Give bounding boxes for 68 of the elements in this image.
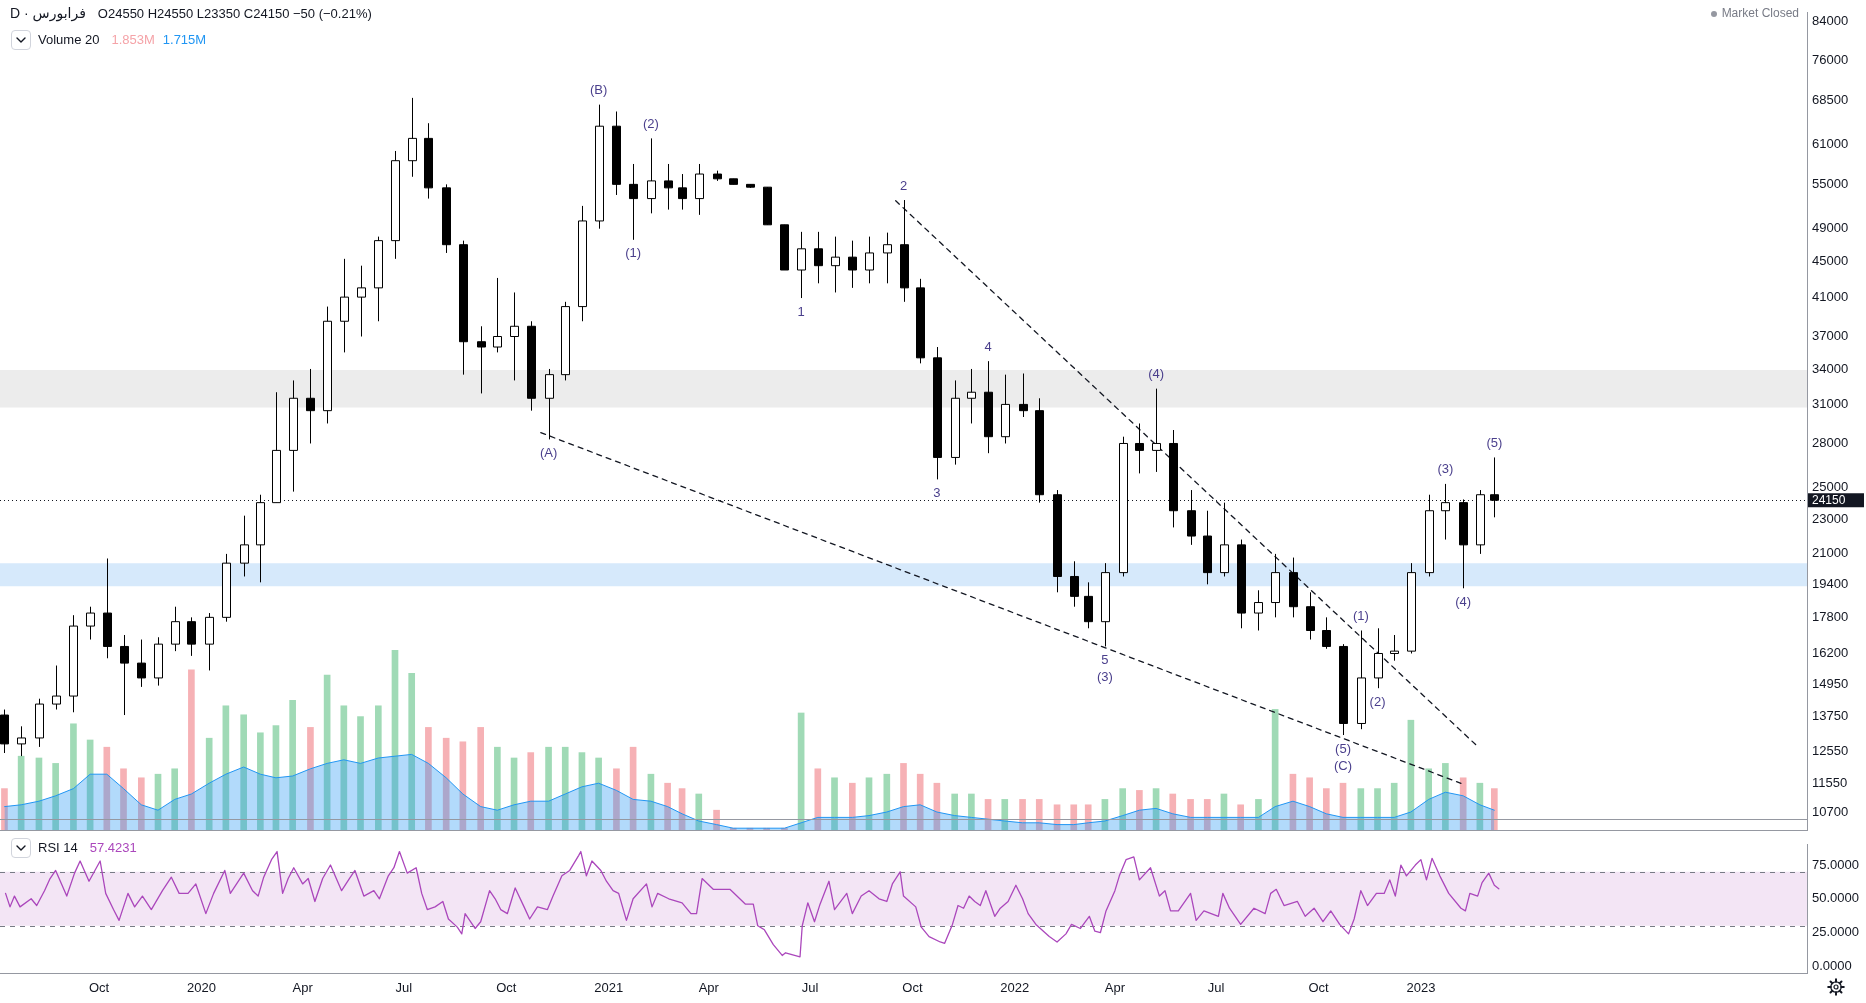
annotation: (1) bbox=[625, 245, 642, 261]
text: 1.853M bbox=[111, 31, 155, 47]
y-tick-label: 28000 bbox=[1812, 435, 1849, 451]
y-tick-label: 10700 bbox=[1812, 804, 1849, 820]
y-tick-label: 12550 bbox=[1812, 743, 1849, 759]
annotation: (4) bbox=[1455, 593, 1472, 609]
text: 1.715M bbox=[162, 31, 207, 47]
y-tick-label: 17800 bbox=[1812, 608, 1849, 624]
x-tick-label: Oct bbox=[1308, 980, 1330, 996]
annotation: (A) bbox=[539, 444, 558, 460]
annotation: (3) bbox=[1096, 669, 1113, 685]
x-tick-label: Jul bbox=[801, 980, 819, 996]
annotation: 1 bbox=[797, 303, 805, 319]
y-tick-label: 75.0000 bbox=[1812, 856, 1859, 872]
y-tick-label: 41000 bbox=[1812, 288, 1849, 304]
annotation: 3 bbox=[933, 484, 941, 500]
y-tick-label: 68500 bbox=[1812, 91, 1849, 107]
annotation: (1) bbox=[1352, 608, 1369, 624]
x-tick-label: Apr bbox=[1104, 980, 1126, 996]
annotation: (2) bbox=[1369, 693, 1386, 709]
annotation: (2) bbox=[642, 115, 659, 131]
y-tick-label: 0.0000 bbox=[1812, 957, 1852, 973]
x-tick-label: 2020 bbox=[186, 980, 216, 996]
y-tick-label: 34000 bbox=[1812, 360, 1849, 376]
x-tick-label: 2023 bbox=[1406, 980, 1436, 996]
annotation: (4) bbox=[1148, 366, 1165, 382]
y-tick-label: 37000 bbox=[1812, 328, 1849, 344]
y-tick-label: 16200 bbox=[1812, 645, 1849, 661]
y-tick-label: 31000 bbox=[1812, 396, 1849, 411]
chart-title: Volume 20 bbox=[38, 31, 100, 47]
annotation: (C) bbox=[1333, 757, 1353, 773]
x-tick-label: Jul bbox=[1207, 980, 1225, 996]
annotation: Market Closed bbox=[1721, 6, 1799, 21]
y-tick-label: 25.0000 bbox=[1812, 924, 1859, 940]
annotation: 5 bbox=[1101, 652, 1109, 668]
x-tick-label: Apr bbox=[292, 980, 314, 996]
annotation: 2 bbox=[899, 177, 908, 193]
y-tick-label: 21000 bbox=[1812, 545, 1849, 561]
y-tick-label: 61000 bbox=[1812, 136, 1849, 152]
x-tick-label: Jul bbox=[395, 980, 413, 996]
y-tick-label: 76000 bbox=[1812, 51, 1849, 67]
y-tick-label: 13750 bbox=[1812, 708, 1849, 724]
y-tick-label: 49000 bbox=[1812, 220, 1849, 236]
annotation: (5) bbox=[1486, 435, 1503, 451]
y-tick-label: 23000 bbox=[1812, 510, 1849, 526]
annotation: 4 bbox=[984, 338, 992, 354]
annotation: (5) bbox=[1335, 740, 1351, 756]
x-tick-label: 2021 bbox=[594, 980, 624, 996]
x-tick-label: Oct bbox=[902, 980, 923, 996]
annotation: (3) bbox=[1437, 461, 1454, 477]
x-tick-label: 2022 bbox=[1000, 980, 1030, 996]
y-tick-label: 25000 bbox=[1812, 478, 1849, 494]
series-label: 57.4231 bbox=[89, 839, 137, 855]
chart-subtitle: O24550 H24550 L23350 C24150 −50 (−0.21%) bbox=[97, 5, 372, 21]
chart-title: RSI 14 bbox=[38, 839, 78, 855]
chart-title: D · فرابورس bbox=[10, 4, 86, 22]
annotation: (B) bbox=[589, 82, 608, 98]
y-tick-label: 45000 bbox=[1812, 252, 1849, 268]
y-tick-label: 84000 bbox=[1812, 13, 1849, 29]
x-tick-label: Apr bbox=[698, 980, 720, 996]
y-tick-label: 55000 bbox=[1812, 175, 1849, 191]
y-tick-label: 19400 bbox=[1812, 575, 1849, 591]
x-tick-label: Oct bbox=[88, 980, 110, 996]
ref-line-label: 24150 bbox=[1812, 492, 1846, 507]
y-tick-label: 50.0000 bbox=[1812, 890, 1859, 906]
y-tick-label: 11550 bbox=[1812, 774, 1848, 790]
x-tick-label: Oct bbox=[496, 980, 517, 996]
y-tick-label: 14950 bbox=[1812, 675, 1849, 691]
